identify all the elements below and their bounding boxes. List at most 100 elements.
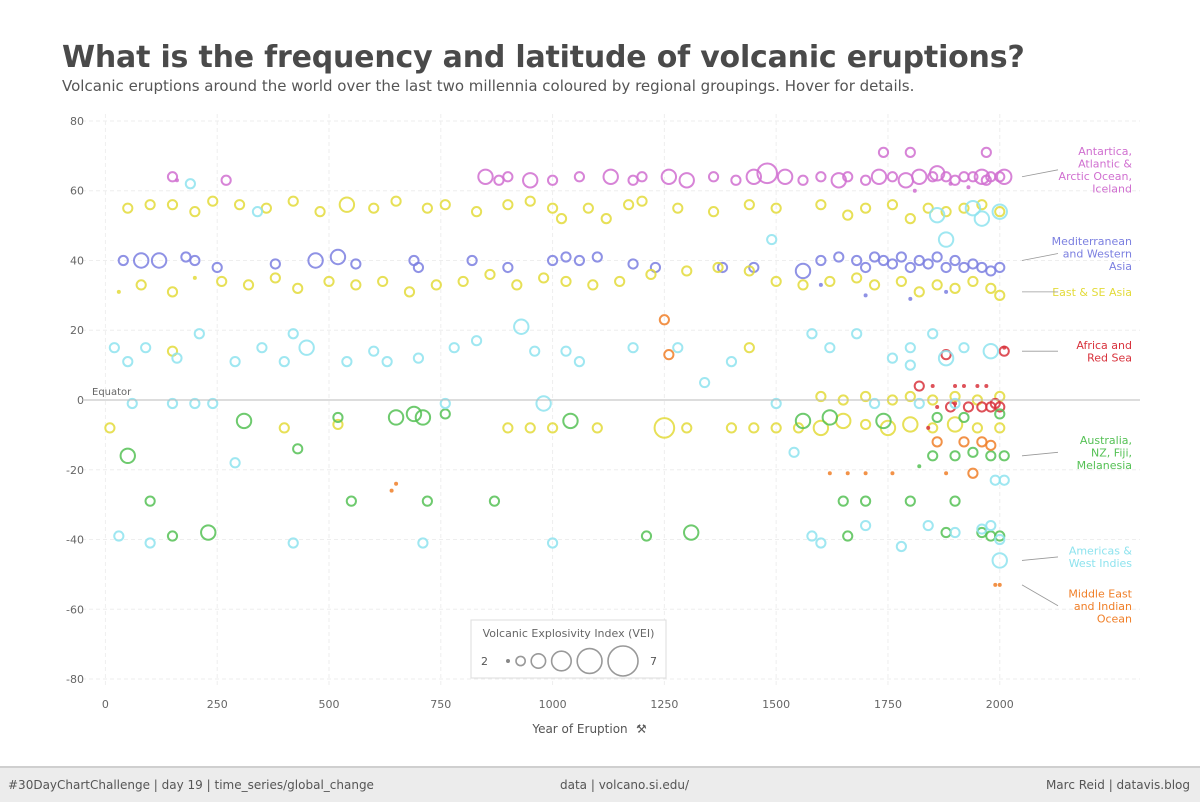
eruption-point [233, 199, 246, 211]
region-leader-line [1021, 584, 1059, 607]
region-leader-line [1021, 169, 1059, 178]
eruption-point [845, 471, 850, 476]
eruption-point [470, 335, 483, 347]
eruption-point [562, 412, 579, 430]
x-tick-label: 1250 [650, 698, 678, 711]
eruption-point [967, 275, 979, 288]
eruption-point [166, 397, 179, 410]
eruption-point [251, 206, 264, 218]
eruption-point [937, 231, 955, 248]
eruption-point [560, 275, 572, 288]
eruption-point [389, 488, 394, 493]
page-title: What is the frequency and latitude of vo… [62, 40, 1025, 75]
eruption-point [587, 279, 599, 291]
eruption-point [975, 384, 980, 389]
eruption-point [488, 495, 501, 507]
eruption-point [902, 416, 919, 433]
eruption-point [917, 464, 922, 469]
eruption-point [332, 411, 344, 424]
eruption-point [122, 356, 134, 368]
eruption-point [412, 352, 425, 364]
footer-data-source[interactable]: data | volcano.si.edu/ [560, 778, 690, 792]
y-tick-label: -40 [66, 534, 84, 547]
vei-legend-circle [607, 645, 639, 677]
region-label: Melanesia [1077, 459, 1132, 472]
eruption-point [329, 248, 347, 266]
eruption-point [602, 168, 619, 185]
eruption-point [560, 345, 572, 357]
eruption-point [126, 397, 138, 410]
eruption-point [958, 411, 970, 424]
eruption-point [940, 261, 952, 274]
eruption-point [166, 199, 179, 211]
eruption-point [627, 258, 639, 270]
eruption-point [256, 342, 268, 354]
eruption-point [958, 342, 970, 354]
eruption-point [982, 342, 1000, 360]
eruption-point [794, 412, 812, 430]
eruption-point [842, 530, 854, 542]
eruption-point [908, 296, 913, 301]
eruption-point [390, 195, 402, 207]
x-tick-label: 1750 [874, 698, 902, 711]
eruption-point [797, 174, 809, 186]
x-tick-label: 250 [207, 698, 228, 711]
eruption-point [140, 342, 152, 354]
eruption-points[interactable] [104, 146, 1013, 587]
vei-legend: Volcanic Explosivity Index (VEI) 2 7 [470, 619, 667, 679]
eruption-point [868, 397, 881, 410]
eruption-point [913, 286, 925, 298]
eruption-point [991, 552, 1008, 569]
eruption-point [683, 524, 700, 541]
eruption-point [119, 447, 136, 465]
y-tick-label: 40 [70, 254, 84, 267]
eruption-point [421, 495, 433, 507]
eruption-point [818, 282, 823, 287]
eruption-point [860, 261, 872, 274]
eruption-point [439, 199, 451, 211]
y-tick-label: -20 [66, 464, 84, 477]
eruption-point [971, 422, 983, 434]
eruption-point [314, 206, 326, 218]
y-tick-label: 80 [70, 115, 84, 128]
region-label: East & SE Asia [1052, 286, 1132, 299]
eruption-point [414, 409, 432, 426]
vei-legend-circle [576, 647, 603, 675]
eruption-point [766, 233, 778, 246]
eruption-point [672, 342, 684, 354]
eruption-point [189, 397, 201, 410]
eruption-point [922, 258, 934, 270]
eruption-point [770, 202, 782, 214]
eruption-point [522, 172, 539, 189]
eruption-point [827, 471, 832, 476]
region-leader-line [1021, 451, 1059, 457]
eruption-point [756, 162, 779, 185]
region-label: Australia, [1080, 434, 1132, 447]
eruption-point [904, 495, 916, 507]
x-tick-label: 1500 [762, 698, 790, 711]
eruption-point [292, 282, 304, 294]
eruption-point [614, 275, 626, 288]
eruption-point [994, 530, 1006, 542]
region-label: Atlantic & [1078, 158, 1132, 171]
footer-author[interactable]: Marc Reid | datavis.blog [1045, 778, 1190, 792]
region-label: Iceland [1092, 183, 1132, 196]
eruption-point [555, 213, 568, 225]
eruption-point [993, 582, 998, 587]
x-axis-label: Year of Eruption [531, 722, 627, 736]
eruption-point [502, 199, 514, 211]
volcano-scatter-chart[interactable]: 80 60 40 20 0 -20 -40 -60 -80 0 250 500 750 1000 1250 1… [0, 100, 1200, 760]
eruption-point [368, 202, 380, 214]
region-leader-line [1021, 556, 1059, 561]
eruption-point [973, 210, 991, 227]
eruption-point [381, 356, 393, 368]
eruption-point [944, 471, 949, 476]
eruption-point [985, 519, 997, 532]
eruption-point [511, 279, 523, 291]
eruption-point [171, 352, 183, 364]
eruption-point [904, 213, 916, 225]
eruption-point [967, 171, 979, 183]
eruption-point [678, 172, 695, 189]
eruption-point [430, 279, 442, 291]
eruption-point [961, 384, 966, 389]
